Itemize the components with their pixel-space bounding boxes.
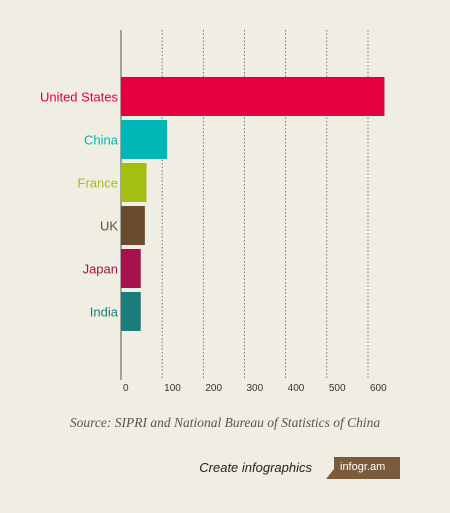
x-tick-label: 0	[123, 383, 129, 394]
footer: Create infographics infogr.am	[199, 455, 400, 485]
x-tick-label: 600	[370, 383, 387, 394]
x-tick-labels: 0 100 200 300 400 500 600	[123, 383, 387, 394]
x-tick-label: 200	[205, 383, 222, 394]
chart-grid	[161, 30, 369, 380]
x-tick-label: 100	[164, 383, 181, 394]
category-label: India	[90, 305, 119, 320]
badge-shape-icon	[326, 457, 400, 479]
bar-japan[interactable]	[121, 249, 141, 288]
x-tick-label: 400	[288, 383, 305, 394]
category-label: France	[78, 176, 118, 191]
infogram-badge[interactable]: infogr.am	[320, 455, 400, 485]
bar-china[interactable]	[121, 120, 168, 159]
category-label: UK	[100, 219, 118, 234]
source-note: Source: SIPRI and National Bureau of Sta…	[69, 415, 381, 430]
x-tick-label: 300	[247, 383, 264, 394]
category-labels: United States China France UK Japan India	[40, 90, 119, 320]
category-label: Japan	[83, 262, 118, 277]
bar-united-states[interactable]	[121, 77, 385, 116]
chart-bars	[121, 77, 385, 331]
create-infographics-link[interactable]: Create infographics	[199, 459, 312, 475]
bar-chart: United States China France UK Japan India 0 10…	[40, 30, 387, 394]
category-label: China	[84, 133, 119, 148]
category-label: United States	[40, 90, 119, 105]
infogram-logo-text: infogr.am	[340, 461, 386, 473]
x-tick-label: 500	[329, 383, 346, 394]
bar-uk[interactable]	[121, 206, 145, 245]
bar-france[interactable]	[121, 163, 147, 202]
bar-india[interactable]	[121, 292, 141, 331]
